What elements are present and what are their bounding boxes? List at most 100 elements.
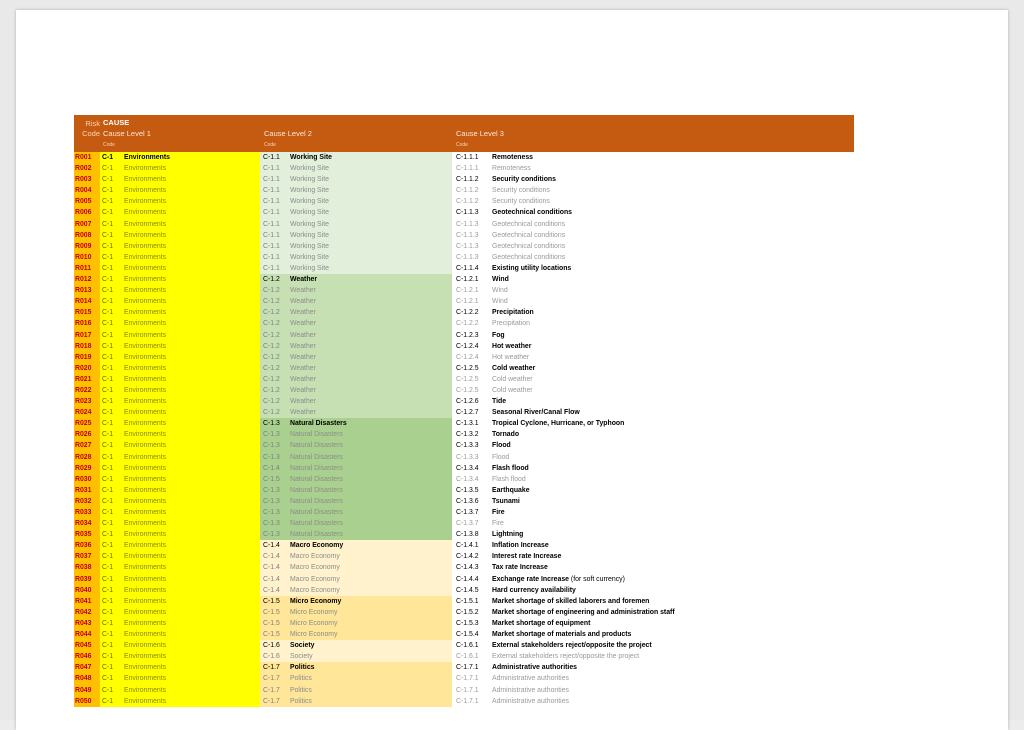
- level3-name-cell: Market shortage of skilled laborers and …: [492, 597, 650, 605]
- level2-name-cell: Natural Disasters: [288, 484, 452, 496]
- level1-code-cell: C-1: [100, 218, 122, 230]
- level2-name-cell: Weather: [288, 373, 452, 385]
- level2-code-cell: C-1.3: [260, 429, 288, 441]
- level3-name-cell: Exchange rate Increase (for soft currenc…: [492, 575, 625, 583]
- level3-name-cell: Interest rate Increase: [492, 553, 562, 561]
- level2-name-cell: Weather: [288, 407, 452, 419]
- level2-name-cell: Working Site: [288, 218, 452, 230]
- level2-name-cell: Micro Economy: [288, 595, 452, 607]
- level1-name-cell: Environments: [122, 440, 260, 452]
- level2-name-cell: Weather: [288, 384, 452, 397]
- risk-code-cell: R009: [74, 240, 100, 252]
- level2-name-cell: Society: [288, 640, 452, 652]
- level1-name-cell: Environments: [122, 529, 260, 541]
- level2-code-cell: C-1.4: [260, 540, 288, 552]
- level2-code-cell: C-1.4: [260, 573, 288, 585]
- level2-name-cell: Weather: [288, 362, 452, 374]
- level2-code-cell: C-1.3: [260, 518, 288, 530]
- level3-code-cell: C-1.7.1: [456, 675, 479, 683]
- level1-name-cell: Environments: [122, 629, 260, 641]
- risk-code-cell: R004: [74, 185, 100, 197]
- level1-name-cell: Environments: [122, 673, 260, 685]
- level3-name-cell: External stakeholders reject/opposite th…: [492, 653, 640, 661]
- risk-code-cell: R038: [74, 562, 100, 574]
- risk-code-cell: R046: [74, 651, 100, 663]
- level1-name-cell: Environments: [122, 351, 260, 363]
- level1-name-cell: Environments: [122, 551, 260, 563]
- level1-code-cell: C-1: [100, 340, 122, 352]
- level3-code-cell: C-1.3.2: [456, 431, 479, 439]
- level2-name-cell: Micro Economy: [288, 617, 452, 630]
- level1-code-cell: C-1: [100, 651, 122, 663]
- level2-name-cell: Micro Economy: [288, 606, 452, 618]
- level3-name-cell: Precipitation: [492, 320, 530, 328]
- level3-code-cell: C-1.1.1: [456, 165, 479, 173]
- level2-name-cell: Working Site: [288, 240, 452, 252]
- level1-name-cell: Environments: [122, 251, 260, 263]
- cause-level3-header: Cause Level 3: [456, 129, 504, 138]
- level2-code-cell: C-1.6: [260, 640, 288, 652]
- level2-name-cell: Macro Economy: [288, 551, 452, 563]
- level2-name-cell: Society: [288, 651, 452, 663]
- table-row: R018 C-1 Environments C-1.2 Weather C-1.2.4 Ho…: [74, 340, 854, 352]
- risk-code-cell: R040: [74, 584, 100, 596]
- level2-code-cell: C-1.7: [260, 673, 288, 685]
- table-row: R041 C-1 Environments C-1.5 Micro Economy C-1…: [74, 595, 854, 607]
- level1-code-cell: C-1: [100, 296, 122, 308]
- risk-code-cell: R044: [74, 629, 100, 641]
- risk-code-cell: R047: [74, 662, 100, 674]
- level1-name-cell: Environments: [122, 407, 260, 419]
- level3-name-cell: Market shortage of materials and product…: [492, 631, 632, 639]
- level3-code-cell: C-1.3.4: [456, 464, 479, 472]
- level2-code-cell: C-1.3: [260, 451, 288, 463]
- level1-name-cell: Environments: [122, 640, 260, 652]
- level2-name-cell: Macro Economy: [288, 573, 452, 585]
- level1-code-header: Code: [103, 142, 115, 148]
- level2-code-cell: C-1.2: [260, 407, 288, 419]
- level3-name-cell: Cold weather: [492, 375, 533, 383]
- level3-code-cell: C-1.1.1: [456, 154, 479, 161]
- level3-name-cell: Flood: [492, 442, 511, 450]
- level3-name-cell: Hot weather: [492, 342, 532, 350]
- level3-code-cell: C-1.2.5: [456, 375, 479, 383]
- risk-code-cell: R001: [74, 152, 100, 164]
- level3-code-cell: C-1.1.2: [456, 176, 479, 184]
- level2-code-cell: C-1.1: [260, 262, 288, 275]
- level1-code-cell: C-1: [100, 584, 122, 596]
- level2-code-cell: C-1.2: [260, 318, 288, 330]
- level3-code-cell: C-1.3.3: [456, 453, 479, 461]
- level3-name-cell: Wind: [492, 276, 509, 284]
- level3-name-cell: Wind: [492, 287, 508, 295]
- risk-code-cell: R021: [74, 373, 100, 385]
- level3-name-cell: Seasonal River/Canal Flow: [492, 409, 580, 417]
- level3-code-cell: C-1.7.1: [456, 686, 479, 694]
- level1-code-cell: C-1: [100, 473, 122, 485]
- level3-name-cell: Tax rate Increase: [492, 564, 548, 572]
- risk-code-cell: R020: [74, 362, 100, 374]
- level2-code-cell: C-1.4: [260, 462, 288, 474]
- level1-code-cell: C-1: [100, 274, 122, 286]
- level3-name-cell: Earthquake: [492, 486, 530, 494]
- level3-code-cell: C-1.2.6: [456, 398, 479, 406]
- level2-name-cell: Working Site: [288, 174, 452, 186]
- level1-name-cell: Environments: [122, 584, 260, 596]
- level3-name-cell: Tsunami: [492, 497, 520, 505]
- level1-name-cell: Environments: [122, 196, 260, 208]
- level3-code-cell: C-1.6.1: [456, 642, 479, 650]
- level3-name-cell: Inflation Increase: [492, 542, 549, 550]
- level3-code-cell: C-1.1.3: [456, 220, 479, 228]
- level3-code-cell: C-1.4.1: [456, 542, 479, 550]
- level3-code-cell: C-1.3.6: [456, 497, 479, 505]
- risk-code-cell: R043: [74, 617, 100, 630]
- level3-code-cell: C-1.4.4: [456, 575, 479, 583]
- level2-code-cell: C-1.7: [260, 684, 288, 696]
- level1-name-cell: Environments: [122, 207, 260, 219]
- level2-name-cell: Natural Disasters: [288, 429, 452, 441]
- table-row: R009 C-1 Environments C-1.1 Working Site C-1.…: [74, 240, 854, 252]
- level3-code-cell: C-1.2.2: [456, 320, 479, 328]
- level3-name-cell: Cold weather: [492, 386, 533, 394]
- level1-code-cell: C-1: [100, 640, 122, 652]
- risk-code-cell: R006: [74, 207, 100, 219]
- risk-code-cell: R014: [74, 296, 100, 308]
